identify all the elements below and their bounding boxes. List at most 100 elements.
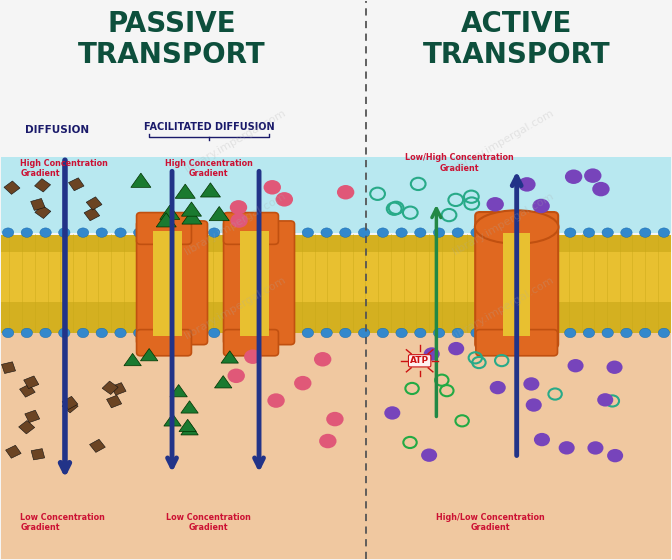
Circle shape [527,228,538,237]
Circle shape [602,328,614,338]
FancyBboxPatch shape [136,213,192,244]
Circle shape [607,361,622,374]
Circle shape [377,328,388,338]
Circle shape [171,228,182,237]
Polygon shape [1,362,15,374]
Bar [153,231,182,336]
Circle shape [77,228,89,237]
Polygon shape [181,202,202,216]
Polygon shape [86,197,102,210]
Text: library.impergal.com: library.impergal.com [451,275,556,341]
Circle shape [96,328,108,338]
Circle shape [602,228,614,237]
Circle shape [448,342,464,355]
Polygon shape [31,449,44,460]
Circle shape [153,228,164,237]
FancyBboxPatch shape [265,221,294,344]
Circle shape [263,180,281,194]
Circle shape [423,347,439,361]
Circle shape [546,328,557,338]
Circle shape [339,328,351,338]
Circle shape [621,328,632,338]
Polygon shape [19,421,35,434]
Polygon shape [140,348,158,361]
Polygon shape [102,381,118,394]
Polygon shape [35,205,51,218]
Text: Low Concentration
Gradient: Low Concentration Gradient [167,513,251,532]
Circle shape [267,393,285,408]
Circle shape [314,352,331,366]
Circle shape [508,228,519,237]
Polygon shape [31,198,45,211]
Circle shape [659,228,669,237]
Circle shape [3,228,13,237]
Text: High Concentration
Gradient: High Concentration Gradient [20,159,108,178]
Text: ACTIVE
TRANSPORT: ACTIVE TRANSPORT [423,10,610,69]
Bar [1,272,671,302]
Circle shape [276,192,293,207]
Circle shape [153,328,164,338]
Circle shape [452,328,464,338]
Circle shape [96,228,108,237]
Circle shape [265,328,276,338]
Circle shape [587,441,603,455]
Polygon shape [25,410,40,423]
Circle shape [471,228,482,237]
Polygon shape [124,353,141,366]
Circle shape [592,182,610,197]
Circle shape [597,393,614,407]
Polygon shape [156,213,176,227]
Text: PASSIVE
TRANSPORT: PASSIVE TRANSPORT [78,10,266,69]
Circle shape [77,328,89,338]
Circle shape [471,328,482,338]
Bar [503,232,530,336]
Circle shape [640,328,651,338]
Polygon shape [34,179,50,192]
Circle shape [568,359,583,372]
Circle shape [230,213,248,228]
Circle shape [564,228,576,237]
FancyBboxPatch shape [224,213,278,244]
Text: library.impergal.com: library.impergal.com [451,192,556,257]
Circle shape [564,328,576,338]
Circle shape [302,228,314,237]
Circle shape [40,328,51,338]
Bar [1,235,671,252]
Polygon shape [62,396,78,409]
Circle shape [358,228,370,237]
FancyBboxPatch shape [476,330,558,356]
Text: library.impergal.com: library.impergal.com [451,108,556,174]
Circle shape [433,328,445,338]
Circle shape [396,328,407,338]
Circle shape [58,328,70,338]
Circle shape [265,228,276,237]
Circle shape [583,328,595,338]
Circle shape [190,228,201,237]
FancyBboxPatch shape [178,221,208,344]
Circle shape [490,328,501,338]
Polygon shape [84,208,99,221]
Polygon shape [107,395,122,408]
Circle shape [227,328,239,338]
Text: FACILITATED DIFFUSION: FACILITATED DIFFUSION [144,122,274,132]
Circle shape [171,328,182,338]
Bar [1,252,671,283]
Bar [1,302,671,333]
Circle shape [377,228,388,237]
Circle shape [284,328,295,338]
Circle shape [319,434,337,449]
Polygon shape [4,181,20,194]
Circle shape [134,228,145,237]
Polygon shape [181,423,198,435]
Circle shape [284,228,295,237]
Polygon shape [62,399,78,413]
FancyBboxPatch shape [136,330,192,356]
FancyBboxPatch shape [224,330,278,356]
Circle shape [208,228,220,237]
Circle shape [358,328,370,338]
Circle shape [415,228,426,237]
Circle shape [534,433,550,446]
Text: High/Low Concentration
Gradient: High/Low Concentration Gradient [435,513,544,532]
Circle shape [565,170,583,184]
FancyBboxPatch shape [522,212,558,348]
